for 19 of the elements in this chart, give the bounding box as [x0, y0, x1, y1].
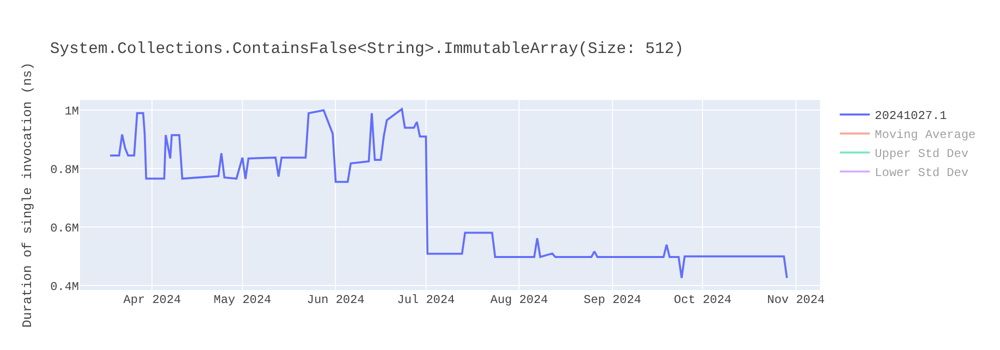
x-tick-label: Nov 2024	[767, 293, 825, 307]
x-tick-label: May 2024	[214, 293, 272, 307]
y-tick-label: 0.4M	[50, 280, 79, 294]
chart-title: System.Collections.ContainsFalse<String>.ImmutableArray(Size: 512)	[50, 40, 684, 58]
y-tick-label: 0.6M	[50, 221, 79, 236]
legend-label: 20241027.1	[874, 109, 947, 124]
x-tick-label: Oct 2024	[674, 293, 732, 307]
y-tick-label: 1M	[64, 104, 79, 118]
legend-label: Moving Average	[874, 128, 976, 142]
line-series	[109, 108, 788, 280]
legend-label: Upper Std Dev	[874, 147, 968, 162]
y-axis-title: Duration of single invocation (ns)	[20, 62, 36, 328]
y-tick-label: 0.8M	[50, 162, 79, 177]
x-tick-label: Aug 2024	[490, 293, 548, 307]
x-tick-label: Jun 2024	[306, 293, 364, 307]
x-tick-label: Apr 2024	[123, 293, 182, 307]
x-tick-label: Jul 2024	[397, 293, 455, 307]
x-tick-label: Sep 2024	[584, 293, 642, 307]
legend-label: Lower Std Dev	[874, 166, 968, 180]
